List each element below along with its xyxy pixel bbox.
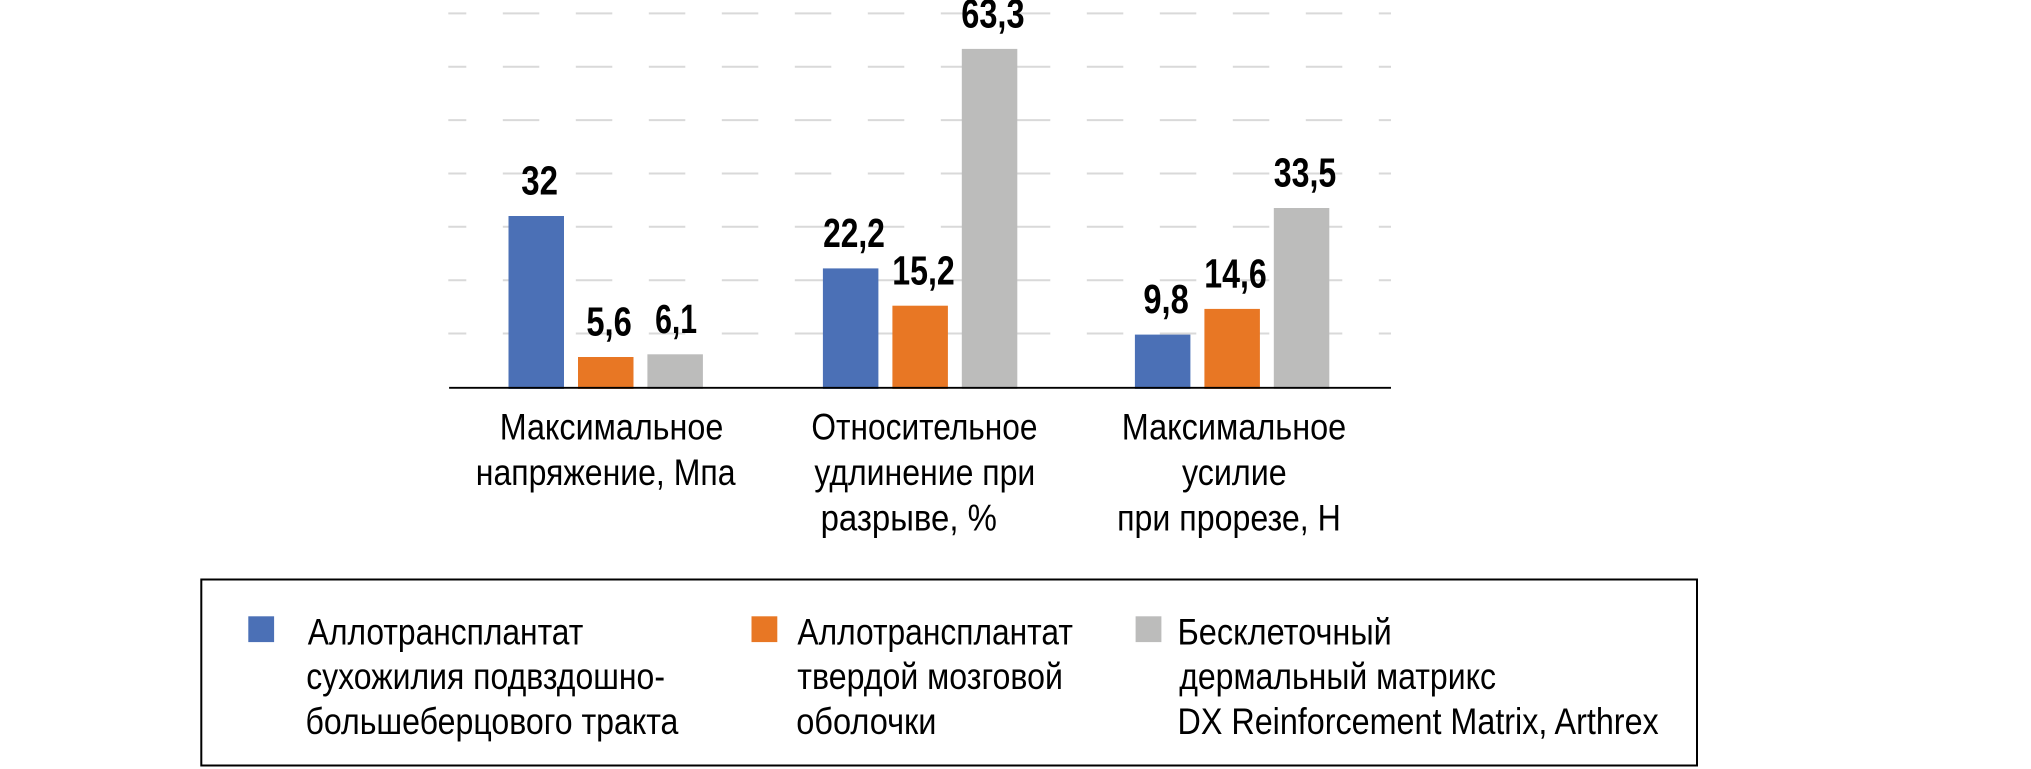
svg-text:32: 32 bbox=[521, 158, 558, 204]
svg-text:33,5: 33,5 bbox=[1274, 150, 1337, 196]
svg-text:удлинение при: удлинение при bbox=[814, 451, 1035, 493]
svg-text:6,1: 6,1 bbox=[655, 296, 697, 342]
svg-text:5,6: 5,6 bbox=[586, 299, 631, 345]
svg-text:14,6: 14,6 bbox=[1204, 251, 1267, 297]
svg-text:напряжение, Мпа: напряжение, Мпа bbox=[476, 451, 736, 493]
svg-text:разрыве, %: разрыве, % bbox=[821, 497, 997, 539]
svg-text:22,2: 22,2 bbox=[823, 210, 885, 256]
svg-text:при прорезе, Н: при прорезе, Н bbox=[1117, 497, 1341, 539]
svg-text:Максимальное: Максимальное bbox=[500, 405, 724, 447]
svg-text:Аллотрансплантат: Аллотрансплантат bbox=[308, 611, 584, 653]
svg-text:DX Reinforcement Matrix, Arthr: DX Reinforcement Matrix, Arthrex bbox=[1178, 700, 1659, 742]
svg-text:оболочки: оболочки bbox=[796, 700, 936, 742]
svg-text:сухожилия подвздошно-: сухожилия подвздошно- bbox=[306, 655, 665, 697]
svg-text:9,8: 9,8 bbox=[1143, 276, 1188, 322]
svg-text:Бесклеточный: Бесклеточный bbox=[1178, 611, 1392, 653]
svg-text:15,2: 15,2 bbox=[892, 247, 955, 293]
svg-text:63,3: 63,3 bbox=[961, 0, 1024, 37]
svg-text:усилие: усилие bbox=[1182, 451, 1287, 493]
svg-text:Относительное: Относительное bbox=[811, 405, 1037, 447]
svg-text:твердой мозговой: твердой мозговой bbox=[797, 655, 1063, 697]
svg-text:Максимальное: Максимальное bbox=[1122, 405, 1347, 447]
svg-text:Аллотрансплантат: Аллотрансплантат bbox=[797, 611, 1073, 653]
svg-text:дермальный матрикс: дермальный матрикс bbox=[1179, 655, 1496, 697]
svg-text:большеберцового тракта: большеберцового тракта bbox=[306, 700, 679, 742]
